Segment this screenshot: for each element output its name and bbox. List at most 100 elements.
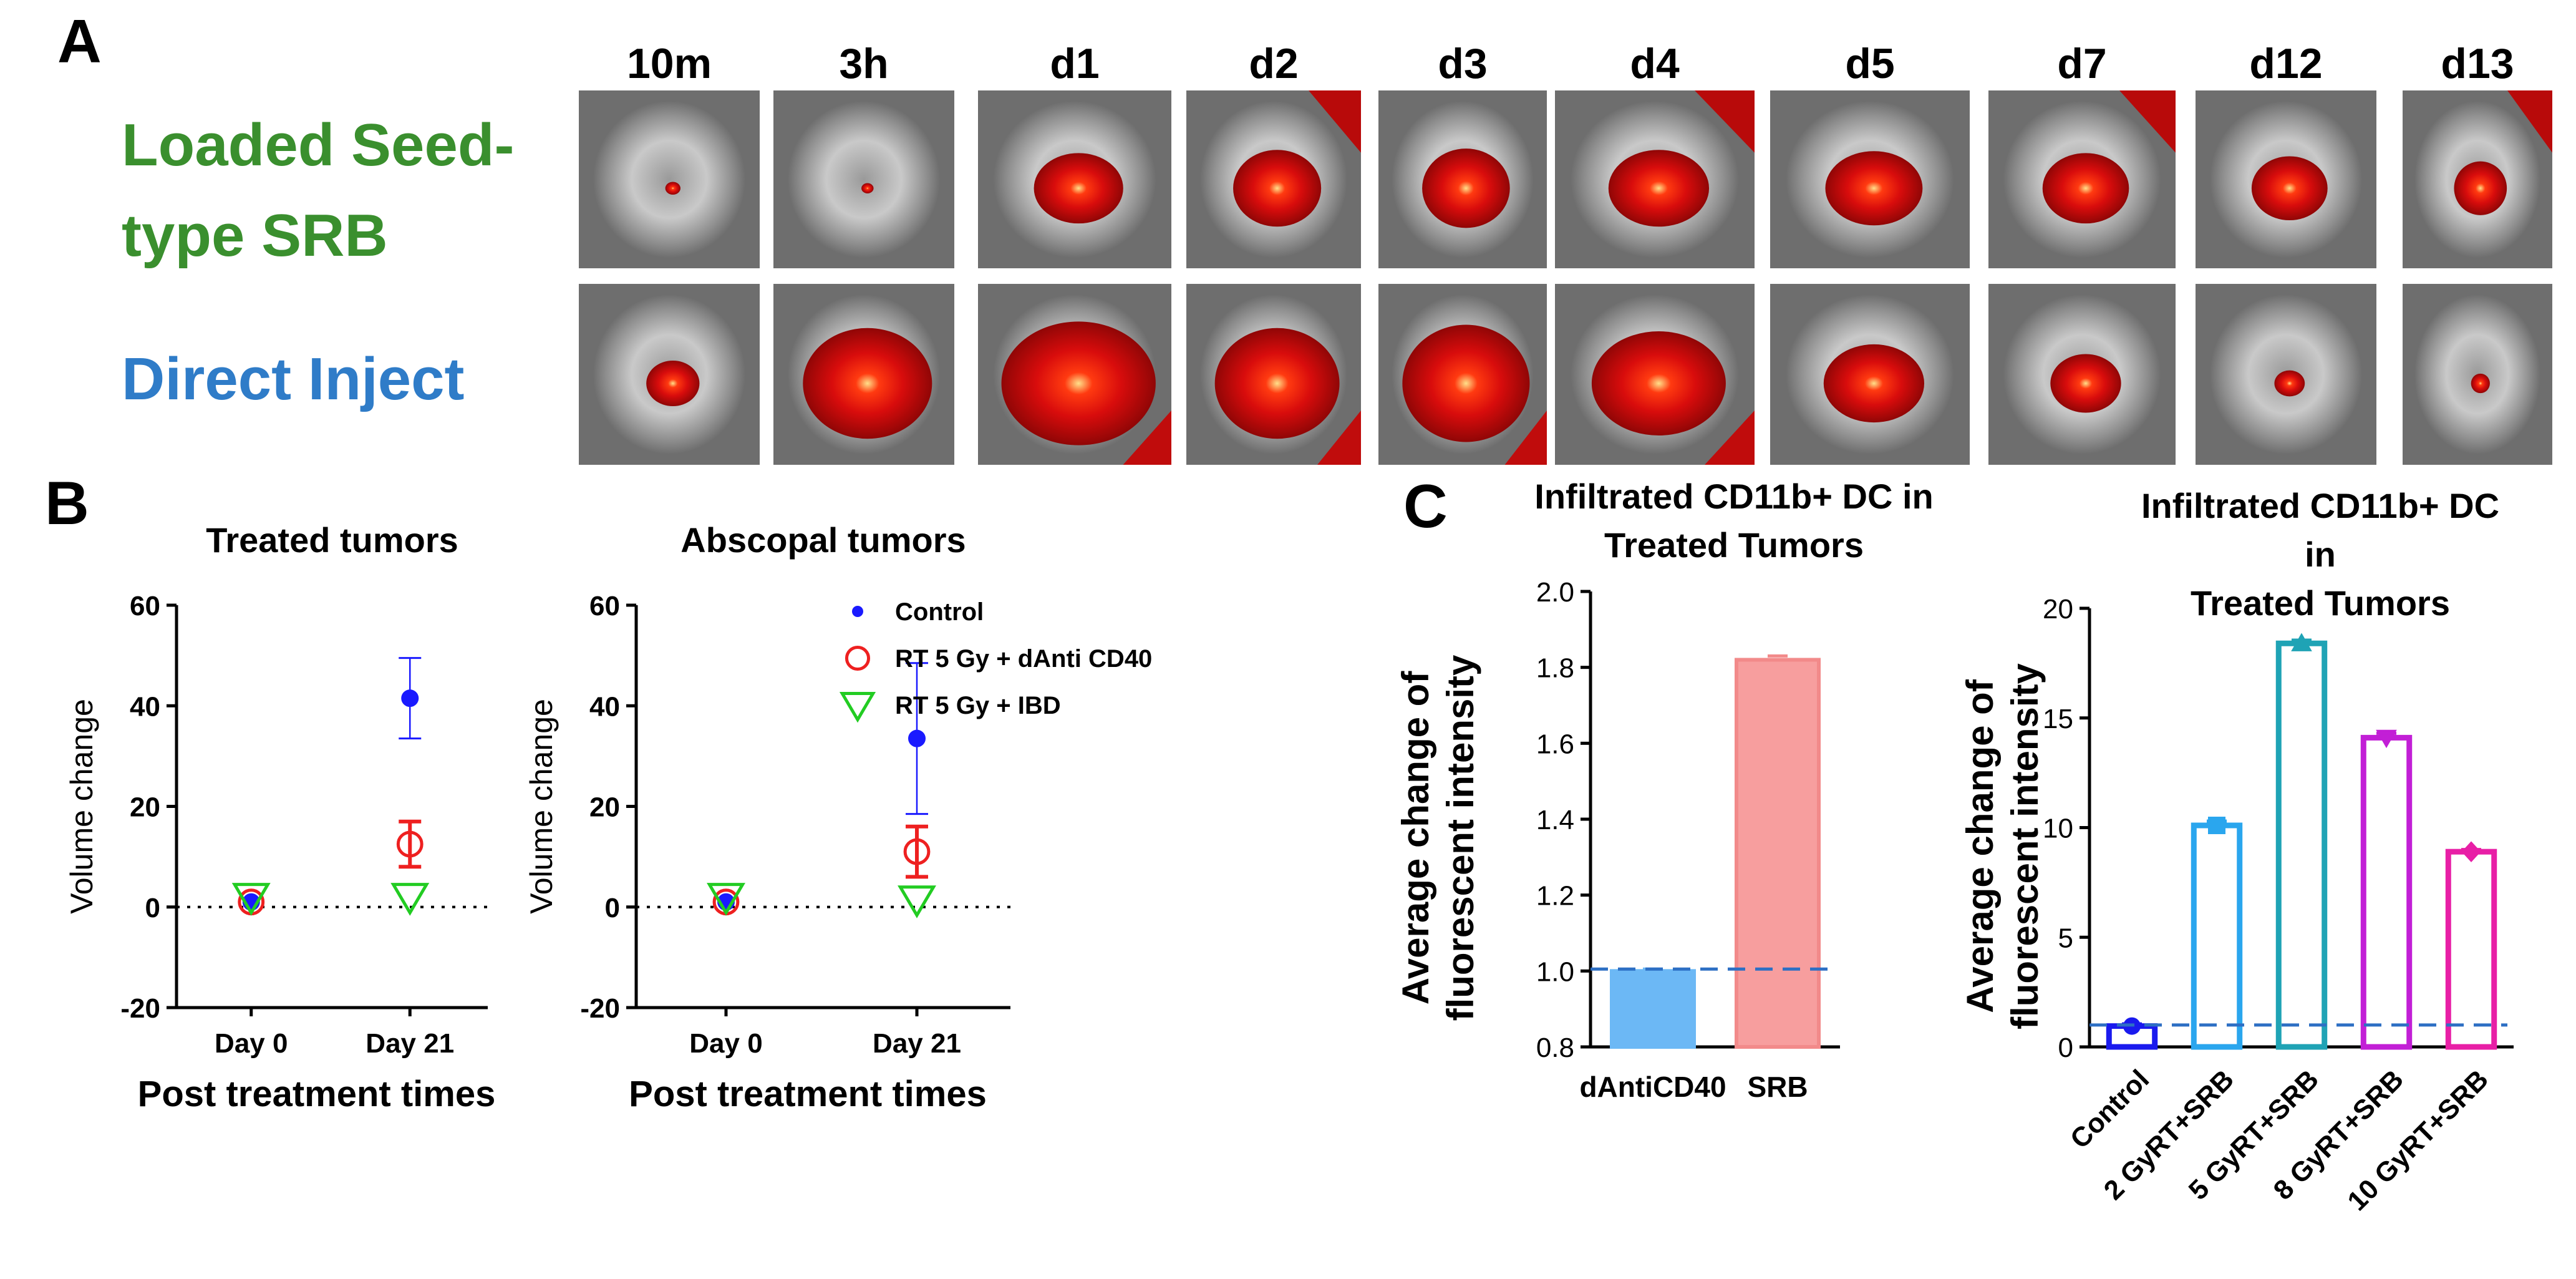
edge-signal: [1309, 90, 1361, 153]
x-tick-label: Day 21: [366, 1028, 454, 1059]
y-tick-label: 15: [2043, 704, 2073, 734]
y-axis-label: Average change of: [1959, 679, 2001, 1013]
fluorescence-signal: [1233, 150, 1322, 227]
fluorescence-signal: [2050, 354, 2121, 413]
timepoint-label: d1: [1050, 40, 1099, 87]
y-tick-label: 20: [2043, 594, 2073, 625]
y-tick-label: 40: [130, 691, 160, 722]
data-point: [390, 883, 430, 916]
legend-label: RT 5 Gy + IBD: [895, 692, 1061, 719]
data-point: [401, 689, 419, 708]
y-tick-label: 0: [2058, 1033, 2073, 1063]
edge-signal: [1695, 90, 1755, 153]
row-label: Direct Inject: [122, 346, 465, 412]
x-tick-label: Day 0: [215, 1028, 288, 1059]
edge-signal: [2507, 90, 2552, 153]
fluorescence-signal: [1214, 328, 1340, 439]
image-tile: [773, 90, 954, 268]
timepoint-label: 3h: [839, 40, 888, 87]
image-tile: [1988, 284, 2176, 465]
x-tick-label: SRB: [1747, 1071, 1808, 1103]
fluorescence-signal: [1608, 150, 1710, 227]
y-tick-label: 60: [130, 591, 160, 621]
image-tile: [978, 90, 1171, 268]
y-tick-label: 40: [589, 691, 620, 722]
y-tick-label: -20: [120, 993, 160, 1024]
image-tile: [2403, 90, 2552, 268]
y-tick-label: 20: [130, 792, 160, 823]
bar-point: [2208, 816, 2225, 834]
chart-title: Infiltrated CD11b+ DC in: [1534, 477, 1933, 516]
data-point: [908, 729, 926, 747]
image-tile: [2403, 284, 2552, 465]
legend-label: RT 5 Gy + dAnti CD40: [895, 645, 1152, 673]
data-point: [898, 885, 936, 918]
fluorescence-signal: [2042, 153, 2129, 224]
y-tick-label: 10: [2043, 814, 2073, 844]
x-axis-label: Post treatment times: [629, 1074, 987, 1114]
edge-signal: [1504, 411, 1547, 465]
chart-treated-tumors: Treated tumors -20 0 20 40 60 Day 0 Day 21 Post …: [64, 520, 495, 1114]
timepoint-label: d4: [1630, 40, 1680, 87]
chart-title: Treated Tumors: [1604, 525, 1864, 565]
fluorescence-signal: [2274, 370, 2305, 397]
y-tick-label: 0.8: [1536, 1033, 1574, 1063]
data-point: [231, 883, 271, 916]
timepoint-label: d5: [1845, 40, 1894, 87]
timepoint-label: d2: [1249, 40, 1298, 87]
edge-signal: [2119, 90, 2176, 153]
fluorescence-signal: [803, 328, 932, 439]
fluorescence-signal: [861, 183, 874, 193]
timepoint-label: d3: [1438, 40, 1487, 87]
chart-title: Treated Tumors: [2191, 583, 2450, 623]
chart-abscopal-tumors: Abscopal tumors -20 0 20 40 60 Day 0 Day 21 Post…: [524, 520, 1152, 1114]
bar: [2445, 849, 2497, 1050]
image-tile: [978, 284, 1171, 465]
panel-a-imaging: 10m 3h d1 d2 d3 d4 d5 d7 d12 d13 Loaded Seed-type …: [122, 40, 2552, 465]
bar-point: [2291, 633, 2312, 651]
y-tick-label: 0: [145, 893, 160, 923]
bar: [1735, 658, 1821, 1049]
y-axis-label: Volume change: [64, 699, 99, 914]
timepoint-label: d12: [2249, 40, 2322, 87]
edge-signal: [1123, 411, 1171, 465]
legend-marker: [845, 645, 871, 671]
fluorescence-signal: [1402, 324, 1530, 442]
chart-cd11b-dose: Infiltrated CD11b+ DC in Treated Tumors 0 5 1…: [1959, 486, 2514, 1217]
image-tile: [1555, 90, 1755, 268]
x-tick-label: Day 21: [873, 1028, 961, 1059]
image-tile: [1988, 90, 2176, 268]
image-tile: [1770, 90, 1970, 268]
panel-letter-c: C: [1403, 472, 1448, 540]
y-tick-label: -20: [580, 993, 620, 1024]
legend-marker: [839, 691, 876, 723]
y-tick-label: 0: [605, 893, 620, 923]
fluorescence-signal: [646, 360, 700, 407]
chart-title: Treated tumors: [206, 520, 458, 560]
y-axis-label: fluorescent intensity: [1440, 654, 1481, 1021]
y-tick-label: 1.8: [1536, 653, 1574, 684]
chart-cd11b-dantiCD40-srb: Infiltrated CD11b+ DC in Treated Tumors 0.…: [1395, 477, 1934, 1103]
image-tile: [2196, 90, 2376, 268]
fluorescence-signal: [665, 182, 680, 195]
y-axis-label: Average change of: [1395, 671, 1436, 1005]
y-axis-label: fluorescent intensity: [2004, 663, 2046, 1029]
fluorescence-signal: [2471, 373, 2490, 394]
image-tile: [1378, 90, 1547, 268]
y-tick-label: 1.4: [1536, 805, 1574, 835]
y-tick-label: 2.0: [1536, 577, 1574, 608]
y-tick-label: 1.6: [1536, 729, 1574, 759]
image-tile: [773, 284, 954, 465]
tissue-region: [593, 101, 745, 258]
fluorescence-signal: [2454, 161, 2507, 215]
image-tile: [1186, 90, 1361, 268]
y-tick-label: 5: [2058, 923, 2073, 953]
y-tick-label: 1.2: [1536, 881, 1574, 912]
bar-point: [2461, 841, 2481, 862]
data-point: [396, 830, 424, 858]
legend-marker: [852, 606, 863, 617]
data-point: [707, 883, 745, 916]
fluorescence-signal: [1591, 331, 1726, 436]
bar: [1610, 969, 1696, 1049]
row-label: type SRB: [122, 202, 388, 269]
